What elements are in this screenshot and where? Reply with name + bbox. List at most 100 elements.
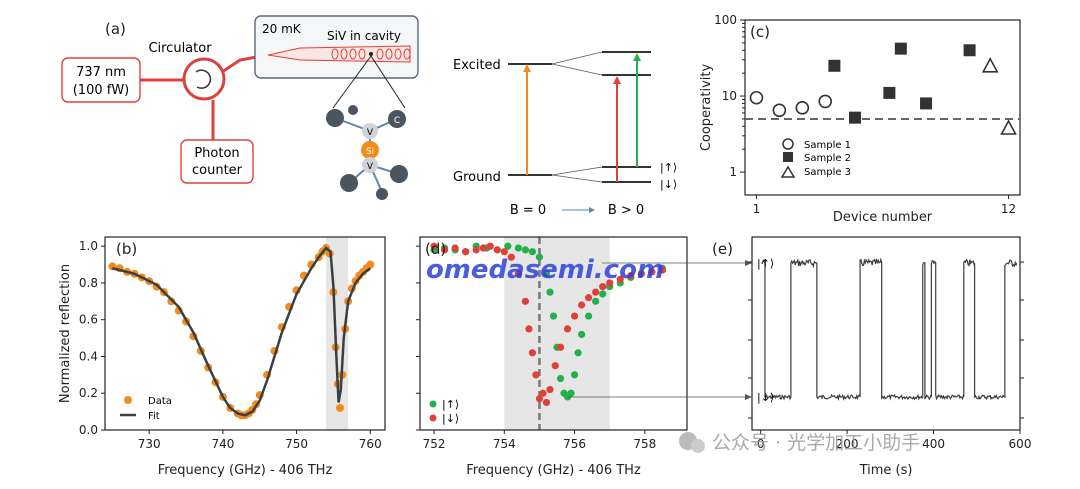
sample1-marker bbox=[795, 101, 810, 115]
panel-b-label: (b) bbox=[116, 240, 137, 258]
x-tick-label: 400 bbox=[922, 437, 945, 451]
siv-molecule-icon: V C Si V bbox=[326, 105, 408, 200]
sample3-marker bbox=[1000, 119, 1017, 135]
connector-up-arrow-icon bbox=[745, 260, 752, 266]
up-point bbox=[599, 290, 607, 298]
down-point bbox=[493, 246, 501, 254]
down-point bbox=[500, 248, 508, 256]
up-point bbox=[570, 371, 579, 379]
panel-d-axes bbox=[419, 236, 688, 431]
sample2-marker bbox=[883, 86, 896, 99]
down-point bbox=[525, 325, 533, 333]
down-point bbox=[542, 398, 551, 407]
down-point bbox=[479, 244, 487, 252]
y-tick-label: 0.6 bbox=[79, 313, 98, 327]
legend-triangle-icon bbox=[780, 165, 796, 178]
down-point bbox=[514, 270, 522, 278]
y-tick-label: 0.4 bbox=[79, 349, 98, 363]
panel-b: (b) 0.0 0.2 0.4 0.6 0.8 1.0 730 740 750 760 Norm… bbox=[58, 236, 386, 478]
panel-a: (a) 737 nm (100 fW) Circulator 20 mK SiV… bbox=[61, 15, 677, 218]
detector-line2: counter bbox=[192, 163, 243, 178]
up-point bbox=[546, 288, 554, 296]
y-tick-label: 100 bbox=[714, 13, 737, 27]
legend-up-marker bbox=[429, 400, 437, 408]
zoom-line-left bbox=[332, 55, 372, 109]
up-point bbox=[585, 312, 593, 320]
down-point bbox=[462, 248, 470, 256]
panel-c: (c) 1 10 100 1 12 Cooperativity Device numb… bbox=[699, 13, 1021, 225]
level-down-label: |↓⟩ bbox=[660, 178, 677, 191]
legend-square-icon bbox=[783, 152, 793, 162]
down-point bbox=[578, 301, 586, 309]
y-tick-label: 1.0 bbox=[79, 239, 98, 253]
laser-line1: 737 nm bbox=[76, 65, 126, 80]
panel-c-xlabel: Device number bbox=[833, 210, 933, 225]
down-point bbox=[592, 288, 600, 296]
legend-up-label: |↑⟩ bbox=[442, 398, 459, 411]
down-point bbox=[658, 266, 667, 274]
panel-d-shaded-region bbox=[504, 237, 610, 430]
x-tick-label: 760 bbox=[359, 437, 382, 451]
cavity-label: SiV in cavity bbox=[327, 29, 401, 43]
panel-e-trace bbox=[761, 257, 1018, 402]
legend-circle-icon bbox=[782, 138, 794, 150]
panel-e-xlabel: Time (s) bbox=[859, 463, 913, 478]
panel-b-xlabel: Frequency (GHz) - 406 THz bbox=[158, 463, 333, 478]
x-tick-label: 12 bbox=[1001, 202, 1016, 216]
data-point bbox=[336, 403, 345, 412]
down-point bbox=[440, 246, 449, 254]
down-point bbox=[599, 283, 607, 291]
down-point bbox=[546, 385, 554, 394]
b-zero-label: B = 0 bbox=[510, 203, 546, 218]
panel-d-xlabel: Frequency (GHz) - 406 THz bbox=[466, 463, 641, 478]
level-up-label: |↑⟩ bbox=[660, 161, 677, 174]
down-point bbox=[606, 279, 614, 287]
temp-label: 20 mK bbox=[262, 22, 302, 36]
down-point bbox=[570, 312, 579, 320]
atom-v-bottom: V bbox=[367, 162, 374, 172]
legend-sample1: Sample 1 bbox=[804, 140, 851, 151]
panel-c-yticks: 1 10 100 bbox=[714, 13, 745, 179]
x-tick-label: 740 bbox=[211, 437, 234, 451]
up-point bbox=[567, 389, 575, 397]
panel-c-legend: Sample 1 Sample 2 Sample 3 bbox=[780, 138, 851, 178]
watermark: omedasemi.com bbox=[426, 255, 664, 285]
legend-sample3: Sample 3 bbox=[804, 167, 851, 178]
down-point bbox=[539, 389, 547, 397]
up-point bbox=[528, 248, 537, 256]
y-tick-label: 1 bbox=[729, 165, 737, 179]
up-point bbox=[592, 297, 600, 305]
legend-data-marker bbox=[124, 396, 132, 404]
down-point bbox=[627, 272, 635, 280]
atom-v-top: V bbox=[367, 128, 374, 138]
circulator-arrow-icon bbox=[195, 69, 212, 89]
y-tick-label: 0.8 bbox=[79, 276, 98, 290]
energy-level-diagram: Excited Ground |↑⟩ |↓⟩ B = 0 B > 0 bbox=[453, 51, 677, 218]
panel-d-legend: |↑⟩ |↓⟩ bbox=[429, 398, 459, 425]
panel-e-yticks bbox=[748, 261, 1024, 419]
down-point bbox=[451, 244, 459, 252]
panel-e-down-label: |↓⟩ bbox=[757, 391, 774, 404]
up-point bbox=[549, 312, 558, 320]
panel-b-yticks: 0.0 0.2 0.4 0.6 0.8 1.0 bbox=[79, 239, 105, 437]
legend-down-marker bbox=[429, 414, 437, 422]
x-tick-label: 758 bbox=[633, 437, 656, 451]
up-point bbox=[556, 374, 565, 383]
down-point bbox=[532, 371, 540, 379]
wechat-icon-small bbox=[691, 439, 705, 453]
down-point bbox=[521, 297, 529, 305]
down-point bbox=[486, 242, 494, 250]
b-pos-label: B > 0 bbox=[608, 203, 644, 218]
sample2-marker bbox=[894, 42, 907, 55]
legend-down-label: |↓⟩ bbox=[442, 412, 459, 425]
panel-e-up-label: |↑⟩ bbox=[757, 257, 774, 270]
sample2-marker bbox=[920, 97, 933, 110]
atom-si: Si bbox=[366, 147, 374, 157]
panel-b-shaded-region bbox=[326, 237, 349, 430]
panel-b-legend: Data Fit bbox=[120, 396, 172, 422]
panel-c-xticks: 1 12 bbox=[753, 195, 1016, 216]
down-point bbox=[556, 343, 565, 351]
panel-c-ylabel: Cooperativity bbox=[699, 64, 714, 152]
excited-label: Excited bbox=[453, 58, 501, 73]
